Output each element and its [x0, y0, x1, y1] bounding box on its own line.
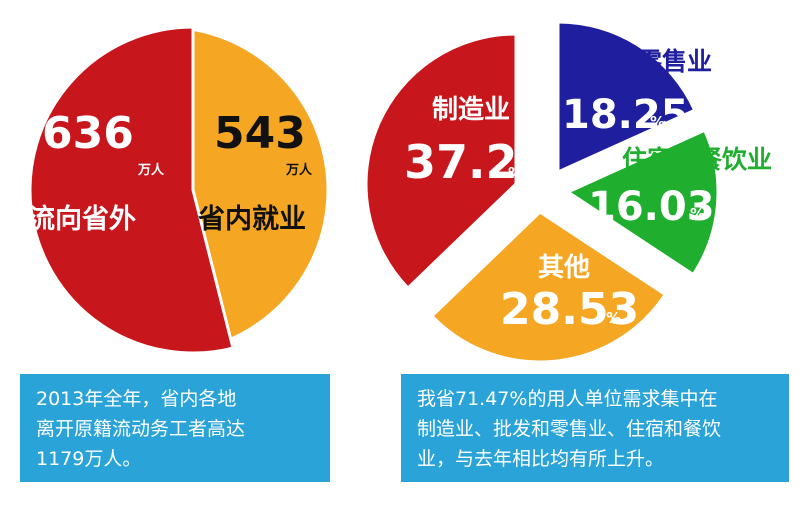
- pie-slice: [28, 25, 235, 355]
- pie-slice: [364, 32, 518, 291]
- slice-value-label: 636: [42, 108, 134, 159]
- caption-left-line: 1179万人。: [36, 448, 142, 470]
- slice-name-label: 省内就业: [198, 204, 306, 235]
- caption-left-line: 2013年全年，省内各地: [36, 388, 237, 410]
- slice-name-label: 制造业: [432, 95, 510, 125]
- caption-right-line: 制造业、批发和零售业、住宿和餐饮: [417, 418, 722, 440]
- slice-name-label: 流向省外: [28, 203, 136, 235]
- caption-right: 我省71.47%的用人单位需求集中在 制造业、批发和零售业、住宿和餐饮 业，与去…: [401, 374, 789, 482]
- slice-unit-label: %: [606, 309, 621, 327]
- slice-name-label: 住宿和餐饮业: [622, 145, 772, 174]
- slice-unit-label: 万人: [285, 162, 313, 178]
- pie-slice: [564, 128, 720, 277]
- caption-right-line: 业，与去年相比均有所上升。: [417, 448, 665, 470]
- caption-left-line: 离开原籍流动务工者高达: [36, 418, 246, 440]
- slice-value-label: 16.03: [588, 184, 715, 230]
- slice-unit-label: 万人: [137, 162, 165, 178]
- slice-value-label: 18.25: [562, 92, 689, 138]
- pie-charts: 636万人流向省外543万人省内就业制造业37.2%批发和零售业18.25%住宿…: [28, 20, 772, 364]
- pie-slice: [556, 20, 697, 175]
- slice-name-label: 批发和零售业: [562, 47, 712, 76]
- slice-unit-label: %: [508, 164, 523, 182]
- slice-value-label: 28.53: [500, 284, 639, 335]
- slice-value-label: 543: [214, 108, 306, 159]
- slice-unit-label: %: [690, 205, 705, 223]
- caption-right-line: 我省71.47%的用人单位需求集中在: [417, 388, 718, 410]
- slice-value-label: 37.2: [404, 135, 518, 189]
- pie-slice: [429, 210, 668, 364]
- slice-unit-label: %: [650, 113, 665, 131]
- caption-left: 2013年全年，省内各地 离开原籍流动务工者高达 1179万人。: [20, 374, 330, 482]
- slice-name-label: 其他: [538, 253, 590, 283]
